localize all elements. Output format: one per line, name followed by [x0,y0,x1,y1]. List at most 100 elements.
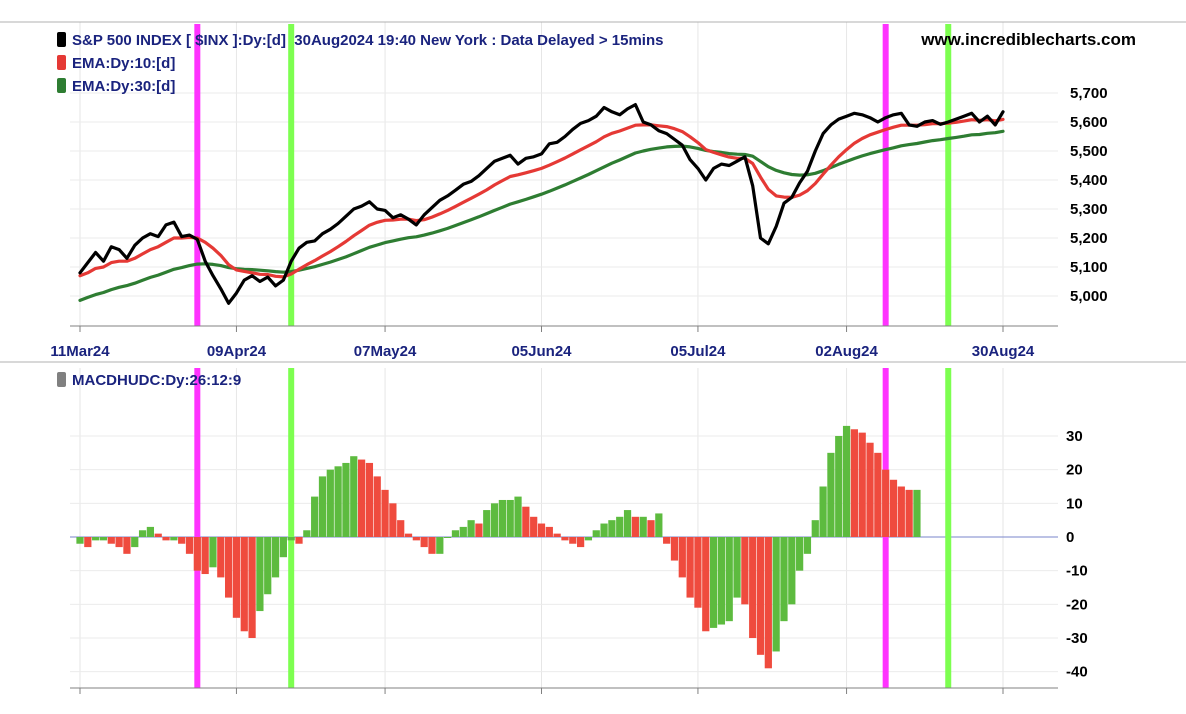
macd-bar [193,537,201,571]
macd-bar [475,523,483,537]
macd-bar [545,526,553,537]
macd-bar [303,530,311,537]
macd-bar [506,499,514,537]
macd-bar [404,533,413,537]
macd-tick-label: 30 [1066,428,1083,445]
signal-line-macd [945,368,952,688]
signal-line-price [882,24,889,326]
macd-bar [240,537,248,632]
price-tick-label: 5,500 [1070,143,1108,160]
macd-bar [788,537,796,605]
macd-bar [201,537,209,575]
macd-bar [420,537,428,548]
macd-bar [600,523,608,537]
macd-bar [389,503,397,537]
legend-ema30-swatch [57,78,66,93]
macd-bar [350,456,358,537]
macd-bar [576,537,585,548]
macd-bar [702,537,710,632]
macd-bar [803,537,812,554]
signal-line-price [194,24,201,326]
signal-line-macd [194,368,201,688]
series-line-price [78,102,1005,305]
macd-bar [365,462,374,537]
macd-bar [537,523,546,537]
signal-line-price [945,24,952,326]
macd-bar [811,520,819,537]
macd-bar [874,452,882,537]
macd-bar [381,489,389,537]
macd-bar [608,520,616,537]
macd-bar [295,537,303,544]
macd-bar [84,537,92,548]
chart-title: S&P 500 INDEX [ $INX ]:Dy:[d] 30Aug2024 … [72,32,663,49]
macd-bar [749,537,757,638]
macd-bar [217,537,225,578]
macd-bar [264,537,272,595]
macd-histogram [76,425,921,669]
macd-bar [428,537,436,554]
macd-bar [686,537,694,598]
macd-bar [99,537,108,541]
price-tick-label: 5,400 [1070,172,1108,189]
axes: 11Mar24 09Apr24 07May24 05Jun24 05Jul24 02Aug… [0,21,1186,694]
macd-bar [107,537,115,544]
macd-bar [436,537,444,554]
macd-bar [225,537,233,598]
legend-ema30-label: EMA:Dy:30:[d] [72,78,175,95]
macd-bar [850,429,858,537]
macd-bar [678,537,686,578]
x-tick-label: 05Jul24 [670,343,726,360]
macd-tick-label: -20 [1066,596,1088,613]
price-tick-label: 5,700 [1070,85,1108,102]
macd-bar [584,537,593,541]
macd-bar [717,537,726,625]
macd-bar [522,506,530,537]
macd-bar [123,537,131,554]
macd-bar [835,436,843,537]
price-tick-label: 5,200 [1070,230,1108,247]
macd-tick-label: 20 [1066,462,1083,479]
macd-bar [623,510,632,537]
macd-bar [725,537,733,622]
macd-bar [780,537,788,622]
price-tick-label: 5,000 [1070,288,1108,305]
macd-bar [451,530,460,537]
macd-tick-label: 0 [1066,529,1074,546]
x-tick-label: 05Jun24 [511,343,572,360]
series-line-ema10 [78,117,1005,279]
macd-bar [639,516,647,537]
price-grid [70,22,1058,326]
legend-macd-label: MACDHUDC:Dy:26:12:9 [72,372,241,389]
macd-bar [412,537,420,541]
macd-bar [185,537,194,554]
macd-bar [592,530,600,537]
macd-bar [842,425,851,537]
macd-bar [772,537,780,652]
macd-bar [311,496,319,537]
signal-line-macd [288,368,295,688]
macd-bar [647,520,655,537]
macd-bar [733,537,741,598]
macd-bar [154,533,162,537]
signal-line-price [288,24,295,326]
macd-tick-label: -10 [1066,563,1088,580]
macd-bar [357,459,366,537]
macd-bar [694,537,702,608]
macd-bar [248,537,256,638]
macd-bar [530,516,538,537]
macd-bar [318,476,327,537]
macd-bar [866,442,874,537]
macd-bar [616,516,624,537]
macd-bar [115,537,123,548]
price-tick-label: 5,600 [1070,114,1108,131]
legend-top: S&P 500 INDEX [ $INX ]:Dy:[d] 30Aug2024 … [57,30,1136,95]
macd-bar [334,466,342,537]
macd-bar [467,520,475,537]
macd-bar [76,537,84,544]
macd-bar [796,537,804,571]
site-url[interactable]: www.incrediblecharts.com [920,30,1136,49]
legend-bottom: MACDHUDC:Dy:26:12:9 [57,372,241,389]
macd-bar [913,489,921,537]
